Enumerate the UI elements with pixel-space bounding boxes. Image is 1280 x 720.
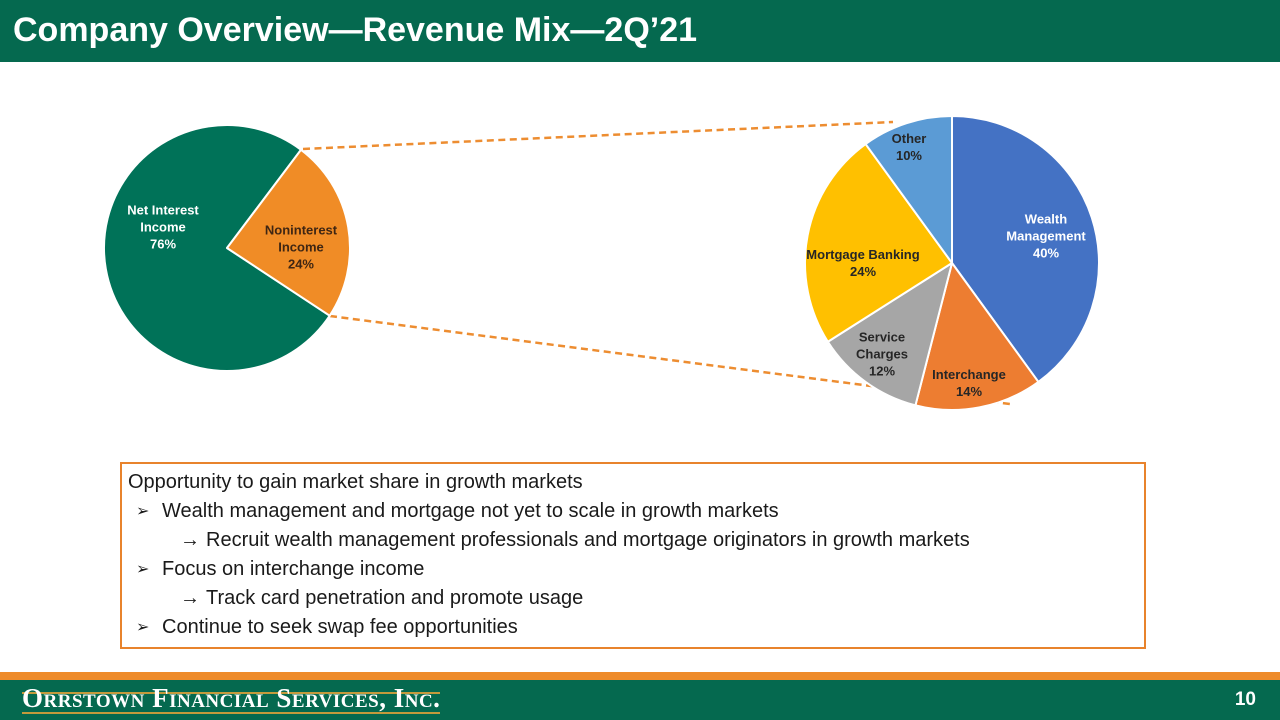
title-bar: Company Overview—Revenue Mix—2Q’21 bbox=[0, 0, 1280, 62]
callout-line: ➢ Continue to seek swap fee opportunitie… bbox=[122, 613, 1144, 642]
footer-accent-stripe bbox=[0, 672, 1280, 680]
right-arrow-bullet-icon: → bbox=[180, 587, 200, 609]
slide-title: Company Overview—Revenue Mix—2Q’21 bbox=[13, 10, 698, 49]
callout-text: Continue to seek swap fee opportunities bbox=[162, 616, 518, 638]
callout-line: → Recruit wealth management professional… bbox=[122, 526, 1144, 555]
callout-text: Track card penetration and promote usage bbox=[206, 587, 584, 609]
callout-line: ➢ Focus on interchange income bbox=[122, 555, 1144, 584]
opportunity-callout-box: Opportunity to gain market share in grow… bbox=[120, 462, 1146, 649]
pie-chart-noninterest-income-mix bbox=[804, 115, 1100, 411]
pie-slice-other bbox=[864, 115, 953, 264]
logo-rule-bottom bbox=[22, 712, 441, 714]
callout-text: Recruit wealth management professionals … bbox=[206, 529, 970, 551]
callout-text: Wealth management and mortgage not yet t… bbox=[162, 500, 779, 522]
pie-label-line: Management bbox=[1006, 228, 1086, 244]
pie-label-line: 12% bbox=[868, 363, 896, 379]
arrowhead-bullet-icon: ➢ bbox=[136, 503, 150, 520]
pie-label-line: Income bbox=[278, 239, 324, 255]
pie-label-service-charges: Service Charges 12% bbox=[856, 329, 908, 380]
pie-label-interchange: Interchange 14% bbox=[932, 366, 1006, 400]
pie-label-net-interest-income: Net Interest Income 76% bbox=[127, 202, 199, 253]
pie-label-line: Charges bbox=[855, 346, 909, 362]
pie-label-line: Wealth bbox=[1024, 211, 1068, 227]
pie-slice-service-charges bbox=[826, 262, 953, 407]
pie-slice-noninterest-income bbox=[226, 148, 351, 317]
pie-label-line: 40% bbox=[1032, 245, 1060, 261]
pie-label-noninterest-income: Noninterest Income 24% bbox=[265, 222, 337, 273]
pie-label-line: Net Interest bbox=[127, 202, 199, 218]
pie-label-other: Other 10% bbox=[892, 130, 927, 164]
pie-label-line: Service bbox=[858, 329, 906, 345]
callout-line: → Track card penetration and promote usa… bbox=[122, 584, 1144, 613]
pie-label-line: 76% bbox=[149, 236, 177, 252]
pie-label-line: Noninterest bbox=[264, 222, 338, 238]
pie-label-line: 24% bbox=[287, 256, 315, 272]
pie-label-line: Income bbox=[140, 219, 186, 235]
right-arrow-bullet-icon: → bbox=[180, 529, 200, 551]
callout-text: Focus on interchange income bbox=[162, 558, 425, 580]
arrowhead-bullet-icon: ➢ bbox=[136, 561, 150, 578]
footer-bar: Orrstown Financial Services, Inc. 10 bbox=[0, 680, 1280, 720]
callout-text: Opportunity to gain market share in grow… bbox=[128, 471, 583, 493]
pie-label-line: 14% bbox=[955, 384, 983, 399]
page-number: 10 bbox=[1234, 689, 1256, 710]
pie-label-line: Other bbox=[891, 131, 927, 146]
callout-line: Opportunity to gain market share in grow… bbox=[122, 468, 1144, 497]
pie-slice-mortgage-banking bbox=[804, 143, 953, 343]
logo-rule-top bbox=[22, 692, 441, 694]
callout-line: ➢ Wealth management and mortgage not yet… bbox=[122, 497, 1144, 526]
pie-label-mortgage-banking: Mortgage Banking 24% bbox=[806, 246, 919, 280]
pie-chart-revenue-mix bbox=[103, 124, 351, 372]
company-logo: Orrstown Financial Services, Inc. bbox=[22, 683, 441, 715]
pie-label-wealth-management: Wealth Management 40% bbox=[1006, 211, 1085, 262]
pie-label-line: 24% bbox=[849, 264, 877, 279]
pie-label-line: 10% bbox=[895, 148, 923, 163]
company-logo-text: Orrstown Financial Services, Inc. bbox=[22, 683, 441, 713]
pie-slice-interchange bbox=[914, 262, 1040, 411]
pie-slice-wealth-management bbox=[951, 115, 1100, 383]
arrowhead-bullet-icon: ➢ bbox=[136, 619, 150, 636]
pie-label-line: Mortgage Banking bbox=[806, 247, 920, 262]
pie-label-line: Interchange bbox=[932, 367, 1006, 382]
